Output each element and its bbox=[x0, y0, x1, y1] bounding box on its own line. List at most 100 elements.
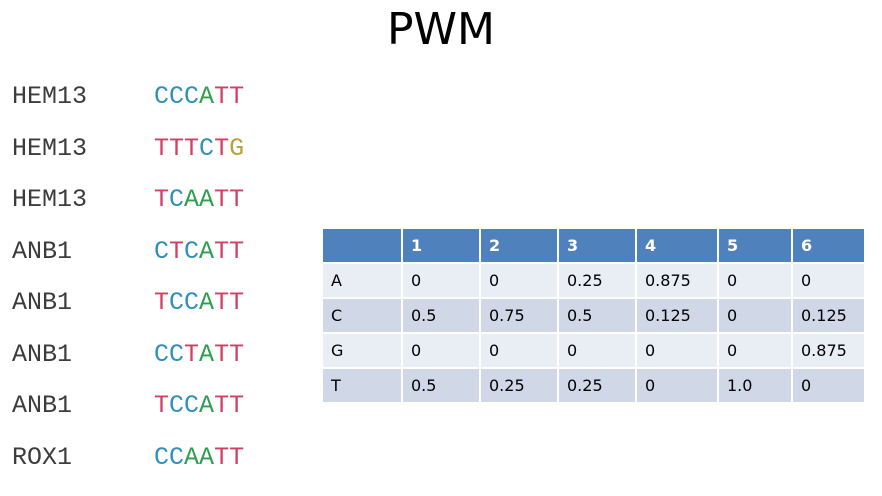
base-c: C bbox=[154, 442, 170, 472]
base-a: A bbox=[199, 236, 215, 266]
base-a: A bbox=[199, 82, 215, 111]
pwm-cell: 0 bbox=[719, 334, 791, 367]
gene-name: HEM13 bbox=[12, 185, 88, 214]
page-title: PWM bbox=[386, 4, 495, 55]
base-c: C bbox=[154, 339, 170, 369]
base-a: A bbox=[199, 339, 215, 369]
base-t: T bbox=[229, 339, 245, 369]
pwm-cell: 0 bbox=[481, 264, 557, 297]
base-t: T bbox=[184, 339, 200, 369]
pwm-header-position: 4 bbox=[637, 229, 717, 262]
base-a: A bbox=[199, 185, 215, 214]
base-t: T bbox=[229, 185, 245, 214]
pwm-base-label: T bbox=[323, 369, 401, 402]
base-t: T bbox=[214, 236, 230, 266]
pwm-cell: 0.25 bbox=[559, 369, 635, 402]
sequence-row: HEM13 C C C A T T bbox=[12, 84, 244, 109]
pwm-base-label: C bbox=[323, 299, 401, 332]
base-c: C bbox=[169, 391, 185, 420]
base-t: T bbox=[214, 82, 230, 111]
base-c: C bbox=[169, 82, 185, 111]
pwm-row-t: T 0.5 0.25 0.25 0 1.0 0 bbox=[323, 369, 864, 402]
gene-name: ANB1 bbox=[12, 391, 73, 420]
base-c: C bbox=[169, 288, 185, 317]
pwm-header-position: 2 bbox=[481, 229, 557, 262]
pwm-base-label: G bbox=[323, 334, 401, 367]
pwm-header-row: 1 2 3 4 5 6 bbox=[323, 229, 864, 262]
base-c: C bbox=[169, 185, 185, 214]
pwm-cell: 0 bbox=[719, 299, 791, 332]
gene-name: ROX1 bbox=[12, 442, 73, 472]
sequence-row: ANB1 C C T A T T bbox=[12, 342, 244, 367]
pwm-cell: 0.5 bbox=[559, 299, 635, 332]
pwm-cell: 0 bbox=[637, 334, 717, 367]
base-a: A bbox=[184, 185, 200, 214]
gene-name: HEM13 bbox=[12, 82, 88, 111]
base-c: C bbox=[199, 133, 215, 163]
pwm-cell: 0.5 bbox=[403, 299, 479, 332]
sequence-row: ANB1 T C C A T T bbox=[12, 290, 244, 315]
base-t: T bbox=[229, 236, 245, 266]
base-t: T bbox=[169, 133, 185, 163]
pwm-cell: 0.25 bbox=[559, 264, 635, 297]
base-c: C bbox=[184, 236, 200, 266]
pwm-cell: 0 bbox=[719, 264, 791, 297]
pwm-cell: 1.0 bbox=[719, 369, 791, 402]
pwm-cell: 0 bbox=[793, 264, 864, 297]
base-t: T bbox=[214, 339, 230, 369]
pwm-cell: 0.75 bbox=[481, 299, 557, 332]
pwm-cell: 0.875 bbox=[793, 334, 864, 367]
gene-name: HEM13 bbox=[12, 133, 88, 163]
base-g: G bbox=[229, 133, 245, 163]
pwm-header-position: 6 bbox=[793, 229, 864, 262]
base-t: T bbox=[214, 288, 230, 317]
pwm-cell: 0.25 bbox=[481, 369, 557, 402]
base-c: C bbox=[169, 339, 185, 369]
sequence-row: ROX1 C C A A T T bbox=[12, 445, 244, 470]
pwm-row-c: C 0.5 0.75 0.5 0.125 0 0.125 bbox=[323, 299, 864, 332]
gene-name: ANB1 bbox=[12, 236, 73, 266]
base-t: T bbox=[214, 133, 230, 163]
base-a: A bbox=[199, 442, 215, 472]
pwm-cell: 0 bbox=[481, 334, 557, 367]
base-c: C bbox=[154, 236, 170, 266]
pwm-base-label: A bbox=[323, 264, 401, 297]
base-c: C bbox=[184, 288, 200, 317]
base-a: A bbox=[199, 288, 215, 317]
base-t: T bbox=[154, 391, 170, 420]
pwm-cell: 0 bbox=[403, 334, 479, 367]
pwm-table: 1 2 3 4 5 6 A 0 0 0.25 0.875 0 0 C 0.5 0… bbox=[321, 227, 866, 404]
base-t: T bbox=[154, 288, 170, 317]
pwm-row-g: G 0 0 0 0 0 0.875 bbox=[323, 334, 864, 367]
base-t: T bbox=[184, 133, 200, 163]
pwm-header-corner bbox=[323, 229, 401, 262]
pwm-cell: 0.5 bbox=[403, 369, 479, 402]
base-c: C bbox=[154, 82, 170, 111]
base-t: T bbox=[229, 288, 245, 317]
base-c: C bbox=[184, 391, 200, 420]
base-c: C bbox=[184, 82, 200, 111]
base-t: T bbox=[229, 82, 245, 111]
pwm-cell: 0.125 bbox=[637, 299, 717, 332]
sequence-list: HEM13 C C C A T T HEM13 T T T C T G HEM13 T C A A T T ANB1 C T C… bbox=[12, 84, 244, 496]
gene-name: ANB1 bbox=[12, 339, 73, 369]
pwm-header-position: 1 bbox=[403, 229, 479, 262]
pwm-cell: 0 bbox=[559, 334, 635, 367]
base-t: T bbox=[214, 442, 230, 472]
base-t: T bbox=[154, 185, 170, 214]
base-t: T bbox=[229, 442, 245, 472]
base-t: T bbox=[229, 391, 245, 420]
pwm-cell: 0 bbox=[637, 369, 717, 402]
gene-name: ANB1 bbox=[12, 288, 73, 317]
pwm-header-position: 5 bbox=[719, 229, 791, 262]
pwm-cell: 0 bbox=[403, 264, 479, 297]
sequence-row: HEM13 T C A A T T bbox=[12, 187, 244, 212]
base-t: T bbox=[169, 236, 185, 266]
